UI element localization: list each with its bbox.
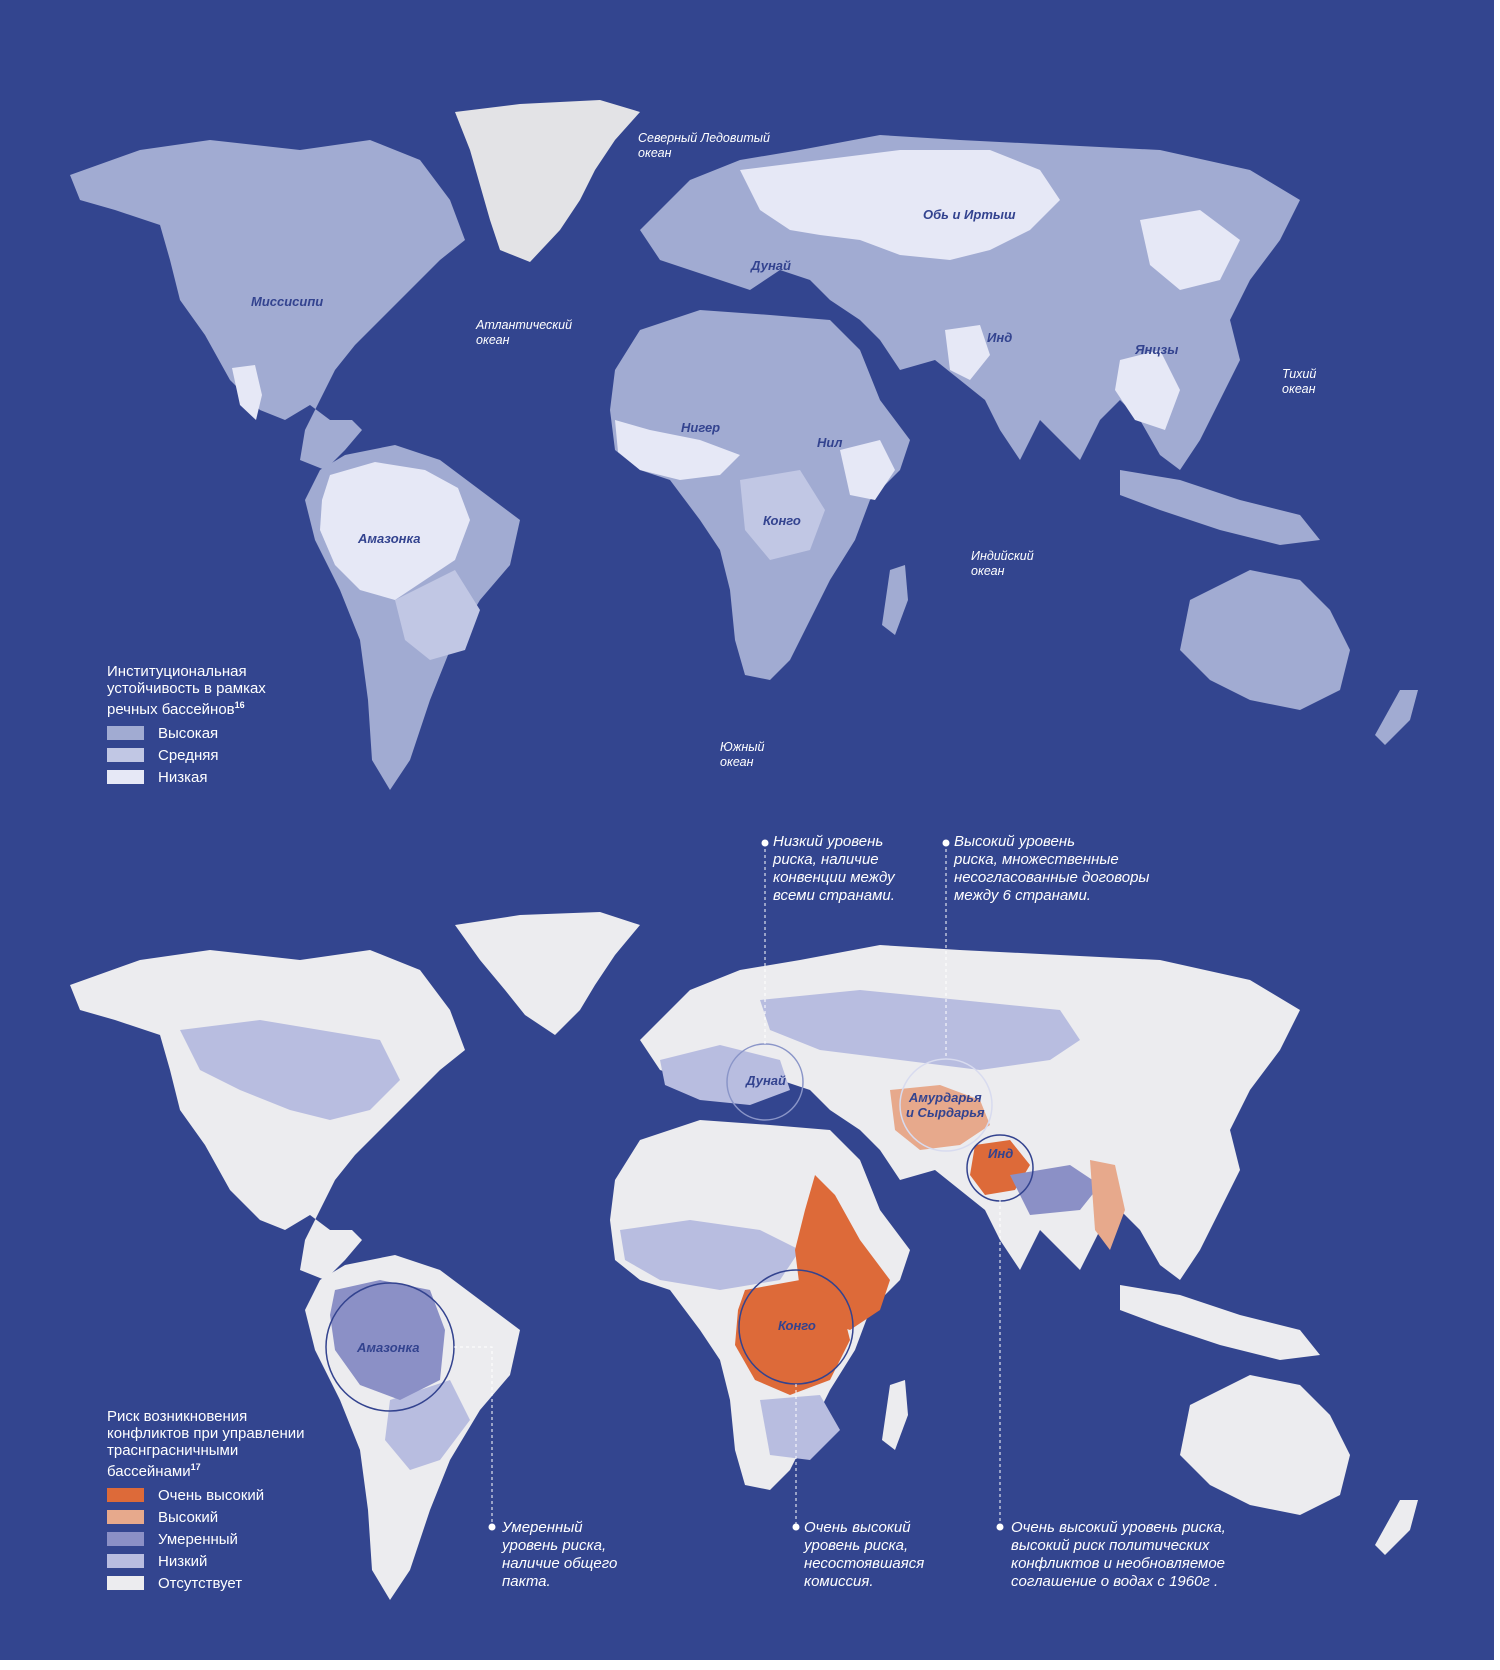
legend-title-conflict-risk: Риск возникновения конфликтов при управл…	[107, 1408, 305, 1480]
legend-item-high: Высокая	[107, 724, 218, 742]
plata-basin-top	[395, 570, 480, 660]
legend-title-institutional: Институциональная устойчивость в рамках …	[107, 663, 266, 718]
legend-label-very-high: Очень высокий	[158, 1486, 265, 1504]
north-america-shape-top	[70, 140, 465, 470]
river-label-indus: Инд	[987, 330, 1013, 345]
legend-item-low-risk: Низкий	[107, 1552, 207, 1570]
legend-swatch-none	[107, 1576, 144, 1590]
basin-label-amazon: Амазонка	[357, 1340, 420, 1355]
annotation-amazon: Умеренный уровень риска, наличие общего …	[502, 1519, 618, 1590]
river-label-nile: Нил	[817, 435, 843, 450]
south-america-low-bottom	[385, 1380, 470, 1470]
basin-label-danube: Дунай	[746, 1073, 786, 1088]
top-map	[70, 100, 1418, 790]
legend-item-very-high: Очень высокий	[107, 1486, 264, 1504]
legend-item-none: Отсутствует	[107, 1574, 242, 1592]
callout-lines	[454, 843, 1001, 1527]
ocean-label-indian: Индийский океан	[971, 549, 1034, 578]
callout-dots	[488, 839, 1004, 1531]
nile-low-top	[840, 440, 895, 500]
annotation-congo: Очень высокий уровень риска, несостоявша…	[804, 1519, 925, 1590]
legend-swatch-high	[107, 726, 144, 740]
legend-swatch-medium	[107, 748, 144, 762]
legend-item-low: Низкая	[107, 768, 207, 786]
australia-shape-bottom	[1180, 1375, 1350, 1515]
sahel-low-bottom	[620, 1220, 800, 1290]
zambezi-low-bottom	[760, 1395, 840, 1460]
greenland-shape-bottom	[455, 912, 640, 1035]
legend-label-high-risk: Высокий	[158, 1508, 219, 1526]
river-label-danube: Дунай	[751, 258, 791, 273]
north-america-low-bottom	[180, 1020, 400, 1120]
china-low-top	[1115, 350, 1180, 430]
legend-label-medium: Средняя	[158, 746, 219, 764]
river-label-congo: Конго	[763, 513, 801, 528]
legend-swatch-low-risk	[107, 1554, 144, 1568]
annotation-amu-darya: Высокий уровень риска, множественные нес…	[954, 833, 1150, 904]
indonesia-bottom	[1120, 1285, 1320, 1360]
bottom-map	[70, 839, 1418, 1600]
river-label-ob-irtysh: Обь и Иртыш	[923, 207, 1016, 222]
madagascar-bottom	[882, 1380, 908, 1450]
ob-basin-top	[880, 158, 1030, 250]
annotation-indus: Очень высокий уровень риска, высокий рис…	[1011, 1519, 1226, 1590]
brahmaputra-basin	[1090, 1160, 1125, 1250]
europe-low-bottom	[660, 1045, 790, 1105]
legend-item-medium: Средняя	[107, 746, 218, 764]
indus-callout-dot	[996, 1523, 1004, 1531]
amur-low-top	[1140, 210, 1240, 290]
danube-callout-dot	[761, 839, 769, 847]
legend-label-moderate: Умеренный	[158, 1530, 238, 1548]
india-low-top	[945, 325, 990, 380]
madagascar-top	[882, 565, 908, 635]
legend-footnote-16: 16	[234, 700, 245, 710]
river-label-niger: Нигер	[681, 420, 721, 435]
legend-label-none: Отсутствует	[158, 1574, 243, 1592]
legend-item-moderate: Умеренный	[107, 1530, 238, 1548]
florida-low-top	[232, 365, 262, 420]
ganges-basin	[1010, 1165, 1100, 1215]
river-label-mississippi: Миссисипи	[251, 294, 324, 309]
river-label-yangtze: Янцзы	[1135, 342, 1179, 357]
annotation-danube: Низкий уровень риска, наличие конвенции …	[773, 833, 895, 904]
basin-label-indus: Инд	[988, 1146, 1014, 1161]
basin-label-amu-syr-darya: Амурдарья и Сырдарья	[906, 1090, 985, 1120]
ocean-label-pacific: Тихий океан	[1282, 367, 1317, 396]
congo-basin-bottom	[735, 1280, 850, 1395]
new-zealand-bottom	[1375, 1500, 1418, 1555]
legend-swatch-moderate	[107, 1532, 144, 1546]
greenland-shape-top	[455, 100, 640, 262]
legend-footnote-17: 17	[190, 1462, 201, 1472]
russia-low-bottom	[760, 990, 1080, 1070]
legend-label-high: Высокая	[158, 724, 219, 742]
legend-label-low-risk: Низкий	[158, 1552, 208, 1570]
congo-basin-top	[740, 470, 825, 560]
indonesia-top	[1120, 470, 1320, 545]
amu-darya-basin	[890, 1085, 990, 1150]
new-zealand-top	[1375, 690, 1418, 745]
legend-swatch-low	[107, 770, 144, 784]
legend-label-low: Низкая	[158, 768, 208, 786]
sahara-low-top	[615, 420, 740, 480]
congo-callout-dot	[792, 1523, 800, 1531]
australia-shape-top	[1180, 570, 1350, 710]
north-america-shape-bottom	[70, 950, 465, 1280]
amazon-callout-line	[454, 1346, 493, 1527]
legend-swatch-high-risk	[107, 1510, 144, 1524]
legend-swatch-very-high	[107, 1488, 144, 1502]
basin-label-congo: Конго	[778, 1318, 816, 1333]
ocean-label-southern: Южный океан	[720, 740, 765, 769]
amu-darya-callout-dot	[942, 839, 950, 847]
amazon-callout-dot	[488, 1523, 496, 1531]
river-label-amazon: Амазонка	[358, 531, 421, 546]
amu-darya-highlight-circle	[899, 1058, 993, 1152]
ocean-label-atlantic: Атлантический океан	[476, 318, 573, 347]
amazon-basin-top	[320, 462, 470, 600]
ocean-label-arctic: Северный Ледовитый океан	[638, 131, 770, 160]
amazon-basin-bottom	[330, 1280, 445, 1400]
legend-item-high-risk: Высокий	[107, 1508, 218, 1526]
